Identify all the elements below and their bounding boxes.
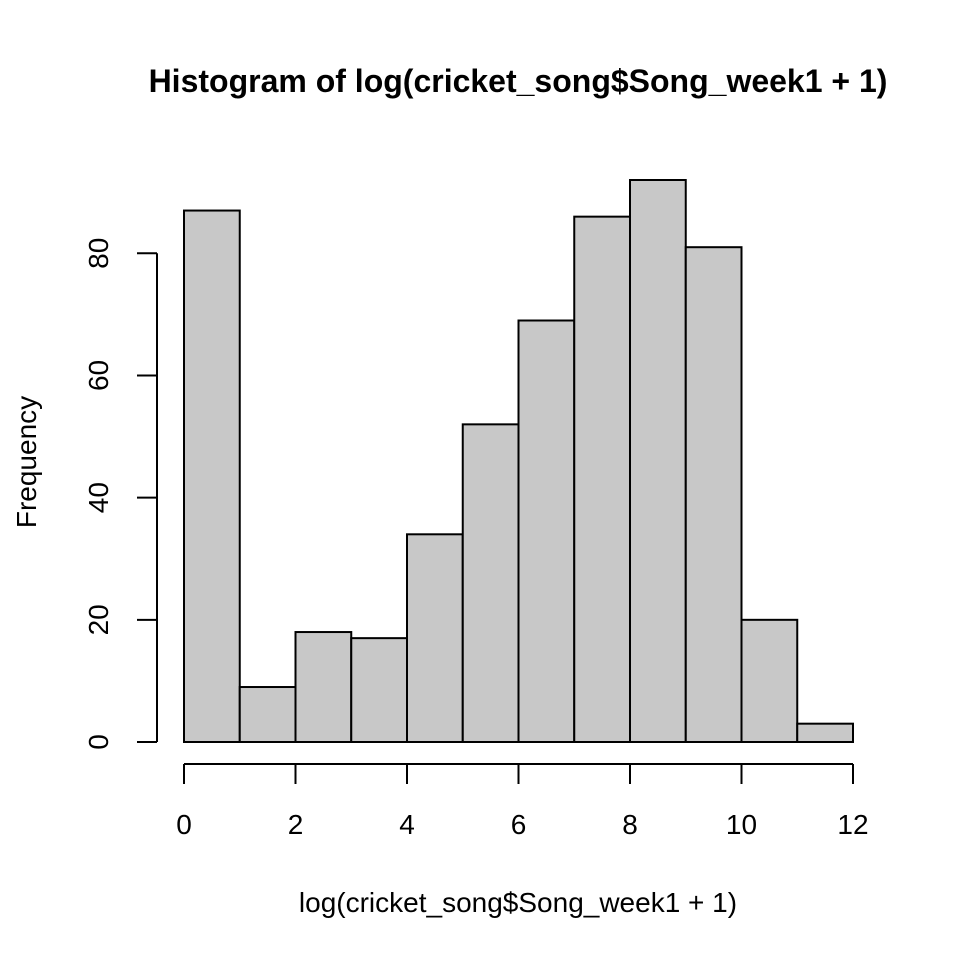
histogram-bar [684, 246, 743, 743]
x-tick-label: 2 [288, 809, 304, 840]
histogram-bar [183, 209, 241, 744]
x-tick-label: 12 [837, 809, 868, 840]
y-tick-label: 20 [83, 604, 114, 635]
y-tick-label: 0 [83, 734, 114, 750]
y-tick-label: 80 [83, 238, 114, 269]
chart-title: Histogram of log(cricket_song$Song_week1… [149, 63, 888, 99]
x-tick-label: 4 [399, 809, 415, 840]
histogram-bar [238, 686, 297, 743]
bars-layer [183, 179, 854, 744]
histogram-bar [350, 637, 408, 743]
histogram-bar [517, 319, 576, 743]
y-axis: 0 20 40 60 80 [83, 238, 158, 750]
x-axis: 0 2 4 6 8 10 12 [176, 763, 869, 840]
x-tick-label: 8 [622, 809, 638, 840]
histogram-bar [461, 423, 520, 743]
histogram-bar [573, 215, 631, 744]
histogram-bar [294, 631, 353, 743]
y-tick-label: 60 [83, 360, 114, 391]
y-tick-label: 40 [83, 482, 114, 513]
x-axis-label: log(cricket_song$Song_week1 + 1) [299, 887, 737, 918]
x-tick-label: 6 [511, 809, 527, 840]
histogram-bar [406, 533, 464, 743]
histogram-bar [629, 179, 687, 743]
y-axis-label: Frequency [11, 396, 42, 528]
histogram-bar [796, 722, 854, 743]
x-tick-label: 0 [176, 809, 192, 840]
x-tick-label: 10 [726, 809, 757, 840]
histogram-bar [740, 618, 799, 744]
